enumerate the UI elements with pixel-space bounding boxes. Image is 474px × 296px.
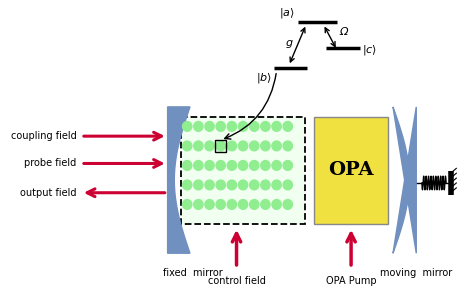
Circle shape bbox=[272, 122, 281, 131]
Circle shape bbox=[238, 200, 248, 209]
Circle shape bbox=[261, 160, 270, 170]
Circle shape bbox=[283, 200, 292, 209]
Circle shape bbox=[250, 200, 259, 209]
Circle shape bbox=[216, 122, 225, 131]
Circle shape bbox=[194, 180, 203, 190]
Text: $|c\rangle$: $|c\rangle$ bbox=[362, 43, 377, 57]
Circle shape bbox=[261, 200, 270, 209]
Polygon shape bbox=[393, 107, 416, 253]
Circle shape bbox=[238, 160, 248, 170]
Circle shape bbox=[205, 141, 214, 151]
Text: output field: output field bbox=[20, 188, 76, 198]
Circle shape bbox=[182, 200, 192, 209]
Circle shape bbox=[250, 141, 259, 151]
Text: control field: control field bbox=[208, 276, 265, 286]
Circle shape bbox=[238, 141, 248, 151]
Circle shape bbox=[261, 122, 270, 131]
Circle shape bbox=[194, 122, 203, 131]
Text: coupling field: coupling field bbox=[10, 131, 76, 141]
Circle shape bbox=[182, 122, 192, 131]
Circle shape bbox=[194, 141, 203, 151]
Circle shape bbox=[238, 180, 248, 190]
Circle shape bbox=[205, 180, 214, 190]
Circle shape bbox=[227, 180, 237, 190]
Text: moving  mirror: moving mirror bbox=[380, 268, 452, 278]
Circle shape bbox=[182, 180, 192, 190]
Circle shape bbox=[182, 141, 192, 151]
Circle shape bbox=[272, 141, 281, 151]
Circle shape bbox=[227, 122, 237, 131]
Circle shape bbox=[238, 122, 248, 131]
Bar bbox=[215, 140, 226, 152]
Circle shape bbox=[216, 200, 225, 209]
Text: Ω: Ω bbox=[339, 27, 347, 37]
Circle shape bbox=[216, 160, 225, 170]
Circle shape bbox=[205, 160, 214, 170]
Circle shape bbox=[261, 141, 270, 151]
Circle shape bbox=[283, 160, 292, 170]
Circle shape bbox=[216, 180, 225, 190]
Circle shape bbox=[227, 141, 237, 151]
Bar bbox=[314, 117, 388, 224]
Text: probe field: probe field bbox=[24, 158, 76, 168]
Circle shape bbox=[272, 200, 281, 209]
Circle shape bbox=[283, 180, 292, 190]
Circle shape bbox=[205, 200, 214, 209]
Polygon shape bbox=[168, 107, 190, 253]
Text: $|b\rangle$: $|b\rangle$ bbox=[256, 71, 272, 85]
Circle shape bbox=[227, 200, 237, 209]
Circle shape bbox=[250, 160, 259, 170]
Circle shape bbox=[194, 200, 203, 209]
Circle shape bbox=[272, 180, 281, 190]
Circle shape bbox=[194, 160, 203, 170]
Text: OPA Pump: OPA Pump bbox=[326, 276, 376, 286]
Circle shape bbox=[250, 180, 259, 190]
Bar bbox=[181, 117, 304, 224]
Circle shape bbox=[227, 160, 237, 170]
Text: g: g bbox=[285, 38, 292, 49]
Circle shape bbox=[216, 141, 225, 151]
Text: OPA: OPA bbox=[328, 161, 374, 179]
Circle shape bbox=[261, 180, 270, 190]
Circle shape bbox=[205, 122, 214, 131]
Text: fixed  mirror: fixed mirror bbox=[163, 268, 223, 278]
Circle shape bbox=[250, 122, 259, 131]
Circle shape bbox=[182, 160, 192, 170]
Circle shape bbox=[272, 160, 281, 170]
Circle shape bbox=[283, 141, 292, 151]
Text: $|a\rangle$: $|a\rangle$ bbox=[279, 6, 295, 20]
Circle shape bbox=[283, 122, 292, 131]
